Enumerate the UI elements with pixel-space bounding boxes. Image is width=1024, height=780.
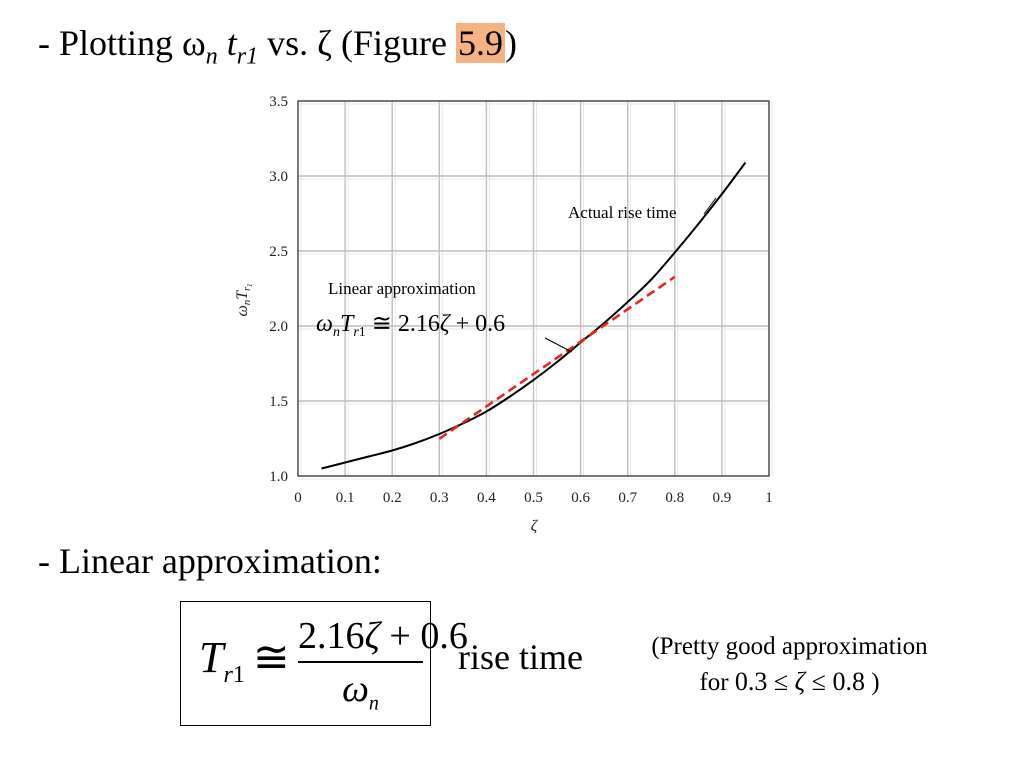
x-tick-label: 0.6	[571, 490, 590, 506]
x-tick-label: 0.4	[477, 490, 496, 506]
heading-omega: ω	[182, 23, 206, 63]
linear-approximation-label: Linear approximation	[328, 279, 476, 298]
heading-omega-subscript: n	[205, 43, 218, 70]
range-upper: ≤ 0.8	[805, 666, 865, 696]
actual-rise-time-label: Actual rise time	[568, 203, 677, 222]
numerator-coefficient: 2.16	[298, 615, 365, 657]
y-tick-label: 2.5	[269, 244, 288, 260]
x-tick-label: 1	[765, 490, 773, 506]
y-axis-label-T-subsub: 1	[246, 283, 254, 287]
x-tick-label: 0.7	[618, 490, 637, 506]
linear-label-leader	[544, 337, 573, 353]
x-tick-label: 0.9	[713, 490, 732, 506]
y-axis-label-omega-sub: n	[241, 299, 253, 305]
denominator-sub-n: n	[368, 692, 379, 715]
x-axis-label: ζ	[531, 518, 539, 535]
range-lower: 0.3 ≤	[734, 666, 795, 696]
formula-denominator: ωn	[298, 667, 423, 715]
y-axis-label-T-sub: r	[242, 287, 253, 291]
fraction-bar	[298, 660, 423, 663]
linear-approximation-heading: - Linear approximation:	[38, 541, 382, 581]
formula-fraction: 2.16ζ + 0.6 ωn	[298, 615, 468, 715]
slide-heading: - Plotting ωn tr1 vs. ζ (Figure 5.9)	[38, 22, 517, 68]
heading-t-subscript: r1	[236, 43, 259, 70]
y-axis-label-omega: ω	[234, 305, 251, 316]
denominator-omega: ω	[342, 667, 369, 710]
note-for: for	[699, 668, 735, 696]
y-axis-label: ωnTr1	[234, 283, 254, 316]
x-tick-label: 0.8	[665, 490, 684, 506]
formula-lhs: Tr1 ≅	[199, 632, 290, 689]
formula-approx-symbol: ≅	[252, 633, 290, 682]
heading-t: t	[217, 23, 237, 63]
x-tick-label: 0	[294, 490, 302, 506]
note-line-1: (Pretty good approximation	[651, 633, 928, 660]
rise-time-formula-box: Tr1 ≅ 2.16ζ + 0.6 ωn	[180, 601, 468, 726]
y-axis-label-T: T	[234, 290, 251, 300]
note-line-2: for 0.3 ≤ ζ ≤ 0.8 )	[597, 664, 982, 700]
rise-time-label: rise time	[458, 637, 583, 677]
y-tick-label: 3.0	[269, 169, 288, 185]
approximation-note: (Pretty good approximation for 0.3 ≤ ζ ≤…	[597, 630, 982, 700]
range-zeta: ζ	[794, 666, 806, 696]
formula-sub-1: 1	[232, 661, 245, 688]
note-range: 0.3 ≤ ζ ≤ 0.8	[735, 667, 865, 696]
heading-figure-open: (Figure	[332, 23, 456, 63]
formula-numerator: 2.16ζ + 0.6	[298, 615, 468, 658]
actual-label-leader	[703, 197, 717, 215]
x-tick-label: 0.1	[336, 490, 355, 506]
x-tick-label: 0.5	[524, 490, 543, 506]
actual-rise-time-curve	[321, 161, 747, 470]
figure-number-highlight: 5.9	[456, 23, 505, 63]
numerator-zeta: ζ	[364, 615, 380, 657]
numerator-offset: + 0.6	[379, 615, 468, 657]
y-tick-label: 3.5	[269, 94, 288, 110]
formula-sub-r: r	[223, 661, 233, 688]
chart-series	[321, 161, 747, 470]
heading-prefix: - Plotting	[38, 23, 183, 63]
heading-figure-close: )	[505, 23, 517, 63]
y-tick-label: 2.0	[269, 319, 288, 335]
linear-approximation-equation: ωnTr1 ≅ 2.16ζ + 0.6	[316, 311, 505, 340]
linear-approximation-line	[438, 275, 676, 440]
heading-vs: vs.	[258, 23, 318, 63]
x-tick-label: 0.3	[430, 490, 449, 506]
y-tick-label: 1.5	[269, 394, 288, 410]
formula-T: T	[199, 633, 224, 682]
y-tick-label: 1.0	[269, 469, 288, 485]
chart-ticks: 0 0.1 0.2 0.3 0.4 0.5 0.6 0.7 0.8 0.9 1 1.0 1.5 2.0 2.…	[269, 94, 773, 506]
plot-frame	[297, 100, 770, 477]
note-close: )	[864, 668, 880, 696]
heading-zeta: ζ	[317, 23, 333, 63]
x-tick-label: 0.2	[383, 490, 402, 506]
